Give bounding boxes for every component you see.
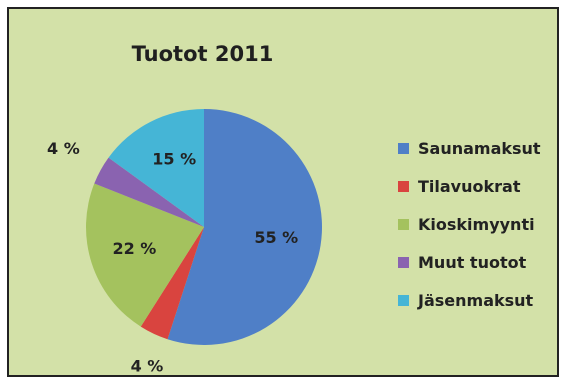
chart-title: Tuotot 2011 (131, 42, 274, 66)
legend-item-jasenmaksut: Jäsenmaksut (398, 281, 541, 319)
legend-swatch (398, 142, 409, 154)
data-label-muut-tuotot: 4 % (47, 139, 80, 158)
pie-chart: 55 % 4 % 22 % 4 % 15 % (47, 109, 323, 375)
legend-swatch (398, 294, 409, 306)
data-label-kioskimyynti: 22 % (112, 239, 156, 258)
legend-swatch (398, 180, 409, 192)
legend-item-muut-tuotot: Muut tuotot (398, 243, 541, 281)
legend-label: Saunamaksut (418, 138, 541, 158)
pie-slice-kioskimyynti (86, 183, 204, 327)
legend-label: Jäsenmaksut (418, 290, 534, 310)
legend-item-tilavuokrat: Tilavuokrat (398, 167, 541, 205)
pie-slice-saunamaksut (167, 109, 323, 346)
pie-slice-muut-tuotot (94, 157, 204, 227)
pie-slice-jasenmaksut (108, 109, 204, 227)
legend-label: Muut tuotot (418, 252, 527, 272)
legend-swatch (398, 256, 409, 268)
legend-item-kioskimyynti: Kioskimyynti (398, 205, 541, 243)
chart-frame: Tuotot 2011 55 % 4 % 22 % 4 % 15 % Saunamaks… (7, 7, 559, 377)
legend-label: Tilavuokrat (418, 176, 521, 196)
pie-slice-tilavuokrat (140, 227, 204, 340)
legend-swatch (398, 218, 409, 230)
legend: Saunamaksut Tilavuokrat Kioskimyynti Muut t… (398, 129, 541, 319)
legend-label: Kioskimyynti (418, 214, 535, 234)
data-label-tilavuokrat: 4 % (131, 356, 164, 375)
data-label-saunamaksut: 55 % (254, 228, 298, 247)
legend-item-saunamaksut: Saunamaksut (398, 129, 541, 167)
data-label-jasenmaksut: 15 % (152, 150, 196, 169)
